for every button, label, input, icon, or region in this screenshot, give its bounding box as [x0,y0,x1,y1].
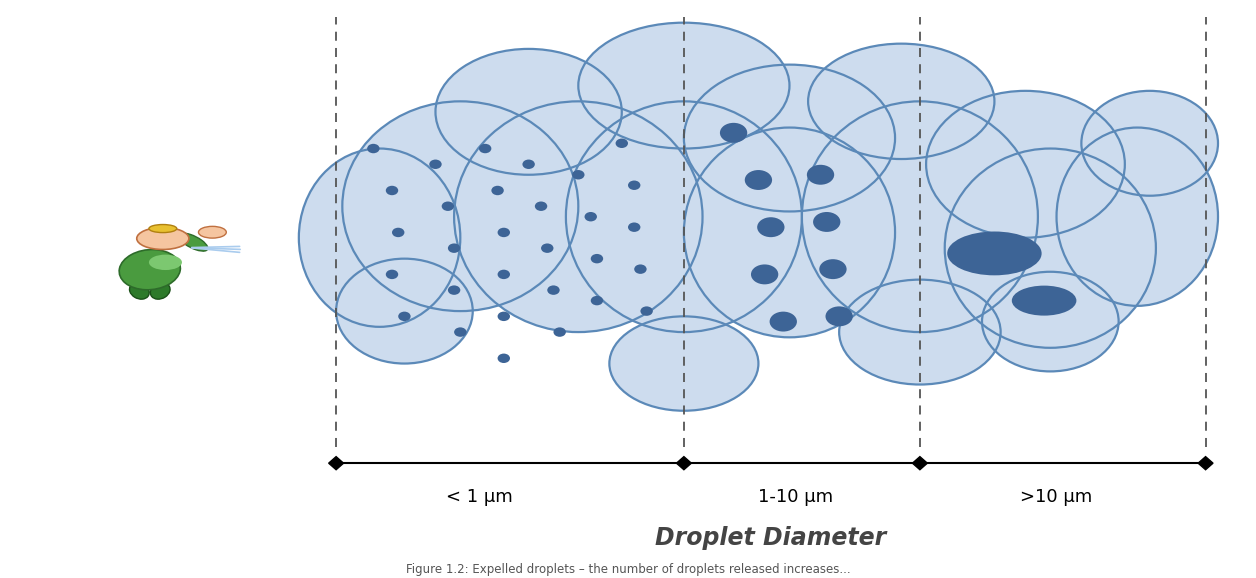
Ellipse shape [745,170,772,190]
Ellipse shape [685,65,896,212]
Circle shape [198,227,226,238]
Ellipse shape [801,101,1037,332]
Ellipse shape [386,186,398,195]
Ellipse shape [497,312,510,321]
Ellipse shape [628,180,641,190]
Ellipse shape [535,202,548,211]
Ellipse shape [479,144,491,153]
Text: Droplet Diameter: Droplet Diameter [656,526,887,550]
Ellipse shape [819,259,847,279]
Ellipse shape [825,306,853,327]
Ellipse shape [751,264,779,284]
Ellipse shape [299,149,460,327]
Circle shape [137,228,188,250]
Ellipse shape [1012,286,1076,316]
Polygon shape [677,457,691,470]
Ellipse shape [947,232,1041,275]
Ellipse shape [590,296,603,305]
Ellipse shape [641,306,653,316]
Ellipse shape [367,144,379,153]
Ellipse shape [119,250,181,290]
Ellipse shape [548,286,560,295]
Ellipse shape [448,286,460,295]
Text: >10 μm: >10 μm [1020,488,1093,506]
Ellipse shape [455,327,466,337]
Ellipse shape [430,160,442,169]
Ellipse shape [149,255,182,270]
Ellipse shape [343,101,578,311]
Ellipse shape [151,283,170,299]
Ellipse shape [615,139,628,148]
Ellipse shape [609,316,759,411]
Ellipse shape [634,264,647,274]
Ellipse shape [497,354,510,363]
Ellipse shape [945,149,1156,348]
Ellipse shape [1056,128,1218,306]
Ellipse shape [455,101,702,332]
Ellipse shape [149,224,177,232]
Polygon shape [912,457,927,470]
Ellipse shape [448,243,460,253]
Ellipse shape [757,217,785,237]
Ellipse shape [541,243,554,253]
Ellipse shape [522,160,535,169]
Ellipse shape [628,223,641,232]
Ellipse shape [497,270,510,279]
Ellipse shape [590,254,603,264]
Ellipse shape [720,123,747,143]
Ellipse shape [806,165,834,185]
Ellipse shape [808,44,995,159]
Ellipse shape [491,186,504,195]
Polygon shape [329,457,344,470]
Ellipse shape [926,91,1125,238]
Text: < 1 μm: < 1 μm [446,488,512,506]
Text: Figure 1.2: Expelled droplets – the number of droplets released increases...: Figure 1.2: Expelled droplets – the numb… [406,563,850,576]
Ellipse shape [337,259,472,364]
Ellipse shape [554,327,566,337]
Text: 1-10 μm: 1-10 μm [759,488,833,506]
Ellipse shape [129,283,149,299]
Ellipse shape [584,212,597,221]
Polygon shape [1198,457,1213,470]
Ellipse shape [566,101,801,332]
Ellipse shape [578,23,790,149]
Ellipse shape [392,228,404,237]
Ellipse shape [178,233,207,251]
Ellipse shape [839,280,1001,384]
Ellipse shape [982,272,1119,372]
Ellipse shape [770,312,796,332]
Ellipse shape [813,212,840,232]
Ellipse shape [436,49,622,175]
Ellipse shape [442,202,455,211]
Ellipse shape [571,170,584,180]
Ellipse shape [398,312,411,321]
Ellipse shape [1081,91,1218,196]
Ellipse shape [685,128,896,338]
Ellipse shape [386,270,398,279]
Ellipse shape [497,228,510,237]
